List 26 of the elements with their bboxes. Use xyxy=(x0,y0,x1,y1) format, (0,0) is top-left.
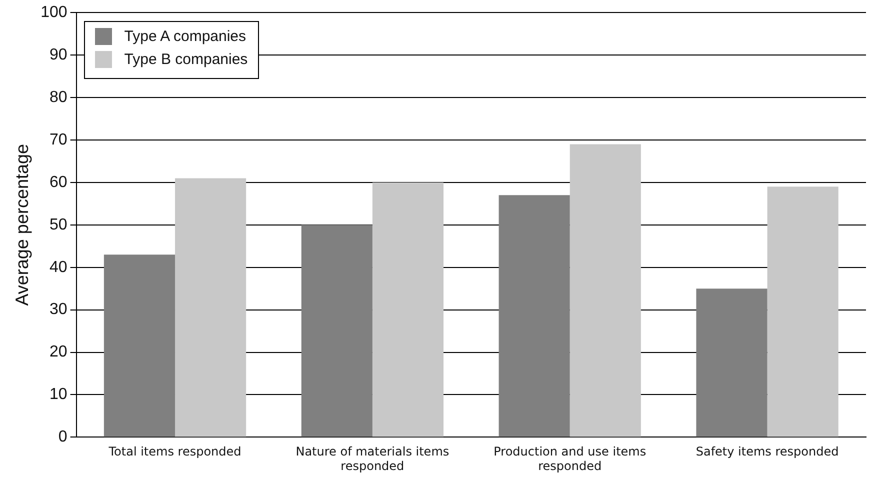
y-tick-label: 60 xyxy=(50,174,68,191)
x-tick-label: Nature of materials items responded xyxy=(296,444,450,473)
bar xyxy=(372,182,444,437)
bar xyxy=(767,186,838,437)
bar xyxy=(301,224,372,437)
bar xyxy=(175,178,246,437)
bar xyxy=(570,144,641,437)
x-tick-label: Safety items responded xyxy=(696,444,839,459)
y-tick-label: 30 xyxy=(50,301,68,318)
y-tick-label: 100 xyxy=(40,4,68,22)
y-tick-label: 90 xyxy=(50,46,68,64)
y-tick-label: 40 xyxy=(50,258,68,276)
y-tick-label: 80 xyxy=(50,88,68,106)
y-tick-label: 0 xyxy=(58,428,68,446)
x-tick-label: Total items responded xyxy=(108,444,242,459)
y-tick-label: 20 xyxy=(50,344,68,361)
legend-label: Type A companies xyxy=(124,28,246,45)
legend-label: Type B companies xyxy=(124,50,248,68)
bar xyxy=(498,195,570,437)
bar xyxy=(696,288,768,437)
bar xyxy=(104,254,176,437)
y-axis-title: Average percentage xyxy=(12,144,32,306)
y-tick-label: 10 xyxy=(50,386,68,404)
y-tick-label: 50 xyxy=(50,216,68,234)
y-tick-label: 70 xyxy=(50,131,68,148)
x-tick-label: Production and use items responded xyxy=(494,444,646,473)
